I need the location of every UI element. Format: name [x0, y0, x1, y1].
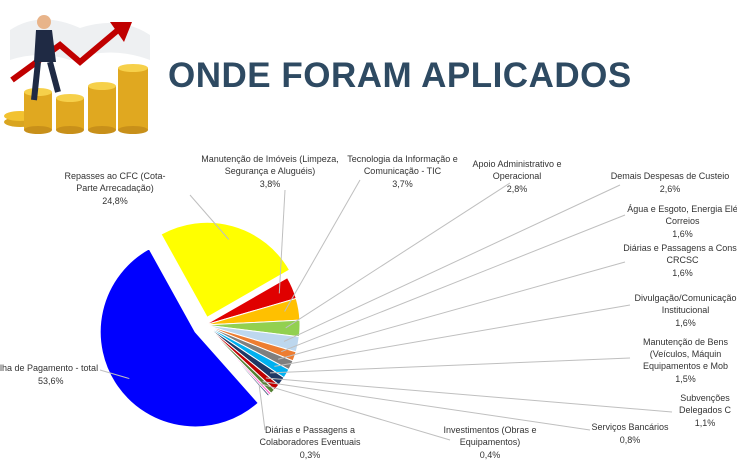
label-value: 0,4% — [479, 450, 501, 460]
label-name: Divulgação/Comunicação Institucional — [634, 293, 737, 315]
label-name: Demais Despesas de Custeio — [610, 171, 730, 181]
leader-line — [99, 369, 130, 380]
leader-line — [278, 261, 626, 360]
label-name: Subvenções Delegados C — [678, 393, 732, 415]
leader-line — [283, 184, 621, 342]
label-name: Manutenção de Imóveis (Limpeza, Seguranç… — [201, 154, 339, 176]
data-label: Divulgação/Comunicação Institucional 1,6% — [628, 292, 737, 329]
label-value: 53,6% — [38, 376, 64, 386]
label-name: Diárias e Passagens a Colaboradores Even… — [259, 425, 361, 447]
label-value: 3,7% — [392, 179, 413, 189]
leader-line — [260, 383, 451, 441]
data-label: lha de Pagamento - total 53,6% — [0, 362, 100, 387]
label-value: 24,8% — [102, 196, 128, 206]
pie-slice — [204, 324, 271, 397]
header-icon — [4, 15, 150, 134]
label-value: 2,6% — [659, 184, 681, 194]
data-label: Apoio Administrativo e Operacional 2,8% — [462, 158, 572, 195]
leader-line — [262, 381, 591, 431]
label-name: Apoio Administrativo e Operacional — [472, 159, 562, 181]
label-value: 1,6% — [675, 318, 696, 328]
data-label: Tecnologia da Informação e Comunicação -… — [345, 153, 460, 190]
leader-line — [285, 182, 511, 329]
label-name: Investimentos (Obras e Equipamentos) — [443, 425, 537, 447]
label-value: 0,3% — [299, 450, 321, 460]
label-name: Manutenção de Bens (Veículos, Máquin Equ… — [642, 337, 729, 371]
label-value: 1,6% — [672, 229, 693, 239]
leader-line — [265, 377, 673, 413]
leader-line — [269, 357, 631, 374]
leader-line — [278, 189, 286, 294]
data-label: Serviços Bancários 0,8% — [585, 421, 675, 446]
data-label: Manutenção de Imóveis (Limpeza, Seguranç… — [195, 153, 345, 190]
label-value: 1,5% — [675, 374, 696, 384]
leader-line — [284, 179, 361, 312]
pie-slice — [99, 248, 259, 428]
label-value: 1,1% — [694, 418, 716, 428]
data-label: Água e Esgoto, Energia Elé Correios 1,6% — [620, 203, 737, 240]
data-label: Repasses ao CFC (Cota-Parte Arrecadação)… — [55, 170, 175, 207]
label-name: lha de Pagamento - total — [0, 363, 99, 373]
label-value: 0,8% — [619, 435, 641, 445]
leader-line — [258, 384, 266, 431]
leader-line — [281, 214, 626, 353]
chart-title: ONDE FORAM APLICADOS — [168, 56, 632, 95]
data-label: Manutenção de Bens (Veículos, Máquin Equ… — [628, 336, 737, 385]
data-label: Diárias e Passagens a Colaboradores Even… — [255, 424, 365, 461]
data-label: Investimentos (Obras e Equipamentos) 0,4% — [435, 424, 545, 461]
data-label: Subvenções Delegados C 1,1% — [670, 392, 737, 429]
label-value: 2,8% — [506, 184, 528, 194]
label-name: Serviços Bancários — [591, 422, 669, 432]
label-value: 1,6% — [672, 268, 693, 278]
label-name: Tecnologia da Informação e Comunicação -… — [347, 154, 458, 176]
label-name: Diárias e Passagens a Conse CRCSC — [623, 243, 737, 265]
data-label: Demais Despesas de Custeio 2,6% — [600, 170, 737, 195]
label-name: Água e Esgoto, Energia Elé Correios — [627, 204, 737, 226]
label-value: 3,8% — [259, 179, 281, 189]
leader-line — [274, 304, 631, 367]
label-name: Repasses ao CFC (Cota-Parte Arrecadação) — [64, 171, 166, 193]
data-label: Diárias e Passagens a Conse CRCSC 1,6% — [620, 242, 737, 279]
leader-line — [189, 194, 230, 240]
